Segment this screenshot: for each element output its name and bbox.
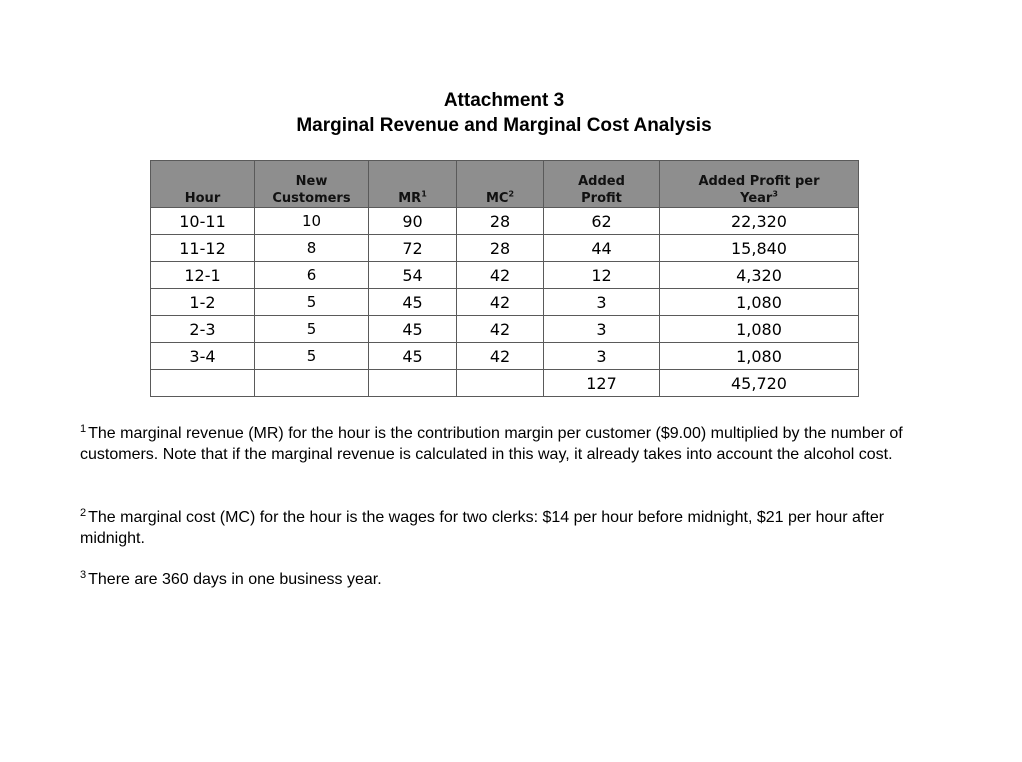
cell-mc: 42 xyxy=(456,315,544,343)
table-row: 10-11 10 90 28 62 22,320 xyxy=(150,207,859,235)
cell-mr: 72 xyxy=(368,234,457,262)
cell-mr: 45 xyxy=(368,342,457,370)
footnote-ref: 3 xyxy=(772,189,778,199)
cell-mr: 90 xyxy=(368,207,457,235)
cell-mr xyxy=(368,369,457,397)
cell-hour: 12-1 xyxy=(150,261,255,289)
header-line2: Year xyxy=(740,191,773,206)
cell-mr: 54 xyxy=(368,261,457,289)
cell-mc: 42 xyxy=(456,261,544,289)
cell-added-profit: 3 xyxy=(543,288,660,316)
cell-added-profit-per-year: 1,080 xyxy=(659,342,859,370)
cell-added-profit-per-year: 15,840 xyxy=(659,234,859,262)
document-subtitle: Marginal Revenue and Marginal Cost Analy… xyxy=(296,115,712,136)
footnote-text: The marginal cost (MC) for the hour is t… xyxy=(80,509,885,547)
cell-hour: 2-3 xyxy=(150,315,255,343)
header-new-customers: New Customers xyxy=(254,160,369,208)
header-added-profit-per-year: Added Profit per Year3 xyxy=(659,160,859,208)
footnote-3: 3 There are 360 days in one business year… xyxy=(80,569,950,590)
cell-added-profit-per-year: 22,320 xyxy=(659,207,859,235)
header-line2: Hour xyxy=(184,191,221,206)
cell-new-customers: 5 xyxy=(254,342,369,370)
cell-added-profit: 12 xyxy=(543,261,660,289)
cell-hour: 10-11 xyxy=(150,207,255,235)
header-row: Hour New Customers MR1 MC2 Added Profit … xyxy=(150,160,859,208)
header-line1: Added Profit per xyxy=(698,174,820,189)
cell-hour xyxy=(150,369,255,397)
footnote-text: The marginal revenue (MR) for the hour i… xyxy=(80,425,903,463)
footnote-2: 2 The marginal cost (MC) for the hour is … xyxy=(80,507,950,549)
cell-added-profit-per-year: 1,080 xyxy=(659,288,859,316)
analysis-table: Hour New Customers MR1 MC2 Added Profit … xyxy=(150,160,859,397)
cell-new-customers: 6 xyxy=(254,261,369,289)
cell-mc xyxy=(456,369,544,397)
cell-mc: 42 xyxy=(456,288,544,316)
header-line2: MC xyxy=(485,191,509,206)
cell-new-customers: 8 xyxy=(254,234,369,262)
header-hour: Hour xyxy=(150,160,255,208)
footnote-mark: 2 xyxy=(80,506,87,519)
header-line2: Customers xyxy=(272,191,351,206)
cell-mc: 42 xyxy=(456,342,544,370)
table-row: 11-12 8 72 28 44 15,840 xyxy=(150,234,859,262)
cell-mr: 45 xyxy=(368,315,457,343)
cell-new-customers: 5 xyxy=(254,315,369,343)
cell-added-profit: 62 xyxy=(543,207,660,235)
table-row: 12-1 6 54 42 12 4,320 xyxy=(150,261,859,289)
footnote-1: 1 The marginal revenue (MR) for the hour … xyxy=(80,423,950,465)
header-line2: Profit xyxy=(581,191,622,206)
footnote-ref: 2 xyxy=(508,189,515,199)
cell-mc: 28 xyxy=(456,207,544,235)
cell-mr: 45 xyxy=(368,288,457,316)
footnote-ref: 1 xyxy=(421,189,427,199)
header-added-profit: Added Profit xyxy=(543,160,660,208)
footnote-text: There are 360 days in one business year. xyxy=(88,571,382,588)
header-mc: MC2 xyxy=(456,160,544,208)
cell-added-profit-per-year: 4,320 xyxy=(659,261,859,289)
table-row: 1-2 5 45 42 3 1,080 xyxy=(150,288,859,316)
cell-mc: 28 xyxy=(456,234,544,262)
header-line1: New xyxy=(295,174,328,189)
cell-new-customers: 5 xyxy=(254,288,369,316)
cell-total-added-profit: 127 xyxy=(543,369,660,397)
header-mr: MR1 xyxy=(368,160,457,208)
document-title: Attachment 3 xyxy=(443,90,565,111)
footnote-mark: 1 xyxy=(80,422,87,435)
cell-hour: 3-4 xyxy=(150,342,255,370)
table-row: 2-3 5 45 42 3 1,080 xyxy=(150,315,859,343)
cell-new-customers xyxy=(254,369,369,397)
cell-hour: 1-2 xyxy=(150,288,255,316)
cell-hour: 11-12 xyxy=(150,234,255,262)
cell-added-profit: 3 xyxy=(543,342,660,370)
cell-added-profit-per-year: 1,080 xyxy=(659,315,859,343)
cell-total-added-profit-per-year: 45,720 xyxy=(659,369,859,397)
cell-new-customers: 10 xyxy=(254,207,369,235)
header-line2: MR xyxy=(398,191,422,206)
footnote-mark: 3 xyxy=(80,568,87,581)
cell-added-profit: 44 xyxy=(543,234,660,262)
cell-added-profit: 3 xyxy=(543,315,660,343)
table-row: 3-4 5 45 42 3 1,080 xyxy=(150,342,859,370)
total-row: 127 45,720 xyxy=(150,369,859,397)
header-line1: Added xyxy=(578,174,625,189)
